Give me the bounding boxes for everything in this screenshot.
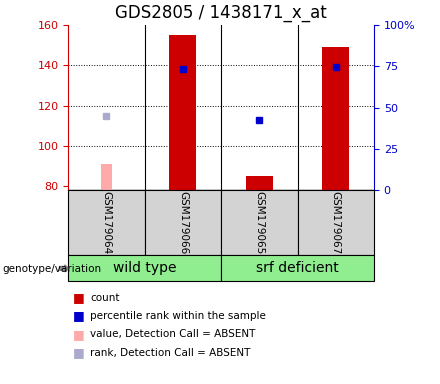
Title: GDS2805 / 1438171_x_at: GDS2805 / 1438171_x_at — [115, 4, 327, 22]
Bar — [221, 190, 297, 255]
Text: percentile rank within the sample: percentile rank within the sample — [90, 311, 266, 321]
Text: GSM179064: GSM179064 — [102, 191, 111, 254]
Text: ■: ■ — [73, 346, 84, 359]
Text: value, Detection Call = ABSENT: value, Detection Call = ABSENT — [90, 329, 256, 339]
Text: ■: ■ — [73, 310, 84, 323]
Text: GSM179066: GSM179066 — [178, 191, 188, 254]
Bar — [68, 255, 221, 281]
Bar — [246, 176, 273, 190]
Text: ■: ■ — [73, 291, 84, 304]
Text: srf deficient: srf deficient — [256, 261, 339, 275]
Bar — [101, 164, 112, 190]
Text: genotype/variation: genotype/variation — [2, 264, 101, 274]
Bar — [68, 190, 145, 255]
Bar — [323, 47, 349, 190]
Text: wild type: wild type — [113, 261, 176, 275]
Text: GSM179067: GSM179067 — [331, 191, 341, 254]
Text: count: count — [90, 293, 120, 303]
Bar — [169, 35, 196, 190]
Text: GSM179065: GSM179065 — [254, 191, 264, 254]
Text: rank, Detection Call = ABSENT: rank, Detection Call = ABSENT — [90, 348, 250, 358]
Bar — [145, 190, 221, 255]
Bar — [221, 255, 374, 281]
Text: ■: ■ — [73, 328, 84, 341]
Bar — [297, 190, 374, 255]
